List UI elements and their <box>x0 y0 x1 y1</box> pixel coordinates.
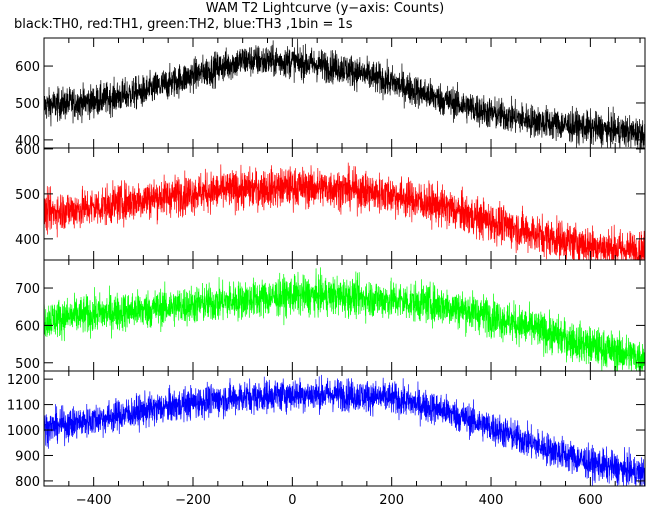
panel-frame-4 <box>43 370 646 487</box>
xtick-label: 600 <box>578 493 603 505</box>
series-line-panel-1-1 <box>43 38 646 148</box>
ytick-label-panel-1: 400 <box>15 134 40 149</box>
ytick-label-panel-3: 500 <box>15 357 40 372</box>
ytick-label-panel-4: 800 <box>15 475 40 490</box>
ytick-label-panel-4: 1200 <box>7 373 40 388</box>
series-line-panel-2-1 <box>43 162 646 261</box>
xtick-label: 400 <box>479 493 504 505</box>
chart-title: WAM T2 Lightcurve (y−axis: Counts) <box>205 1 445 16</box>
ytick-label-panel-3: 700 <box>15 282 40 297</box>
ytick-label-panel-4: 1100 <box>7 399 40 414</box>
chart-legend-caption: black:TH0, red:TH1, green:TH2, blue:TH3 … <box>14 17 353 32</box>
xtick-label: 0 <box>288 493 296 505</box>
ytick-label-panel-3: 600 <box>15 319 40 334</box>
ytick-label-panel-1: 600 <box>15 60 40 75</box>
ytick-label-panel-2: 600 <box>15 143 40 158</box>
xtick-label: −200 <box>175 493 211 505</box>
ytick-label-panel-1: 500 <box>15 97 40 112</box>
series-line-panel-3-1 <box>43 267 646 372</box>
series-line-panel-4-1 <box>43 374 646 487</box>
xtick-label: 200 <box>379 493 404 505</box>
ytick-label-panel-4: 1000 <box>7 424 40 439</box>
ytick-label-panel-2: 400 <box>15 233 40 248</box>
xtick-label: −400 <box>76 493 112 505</box>
ytick-label-panel-4: 900 <box>15 449 40 464</box>
ytick-label-panel-2: 500 <box>15 188 40 203</box>
